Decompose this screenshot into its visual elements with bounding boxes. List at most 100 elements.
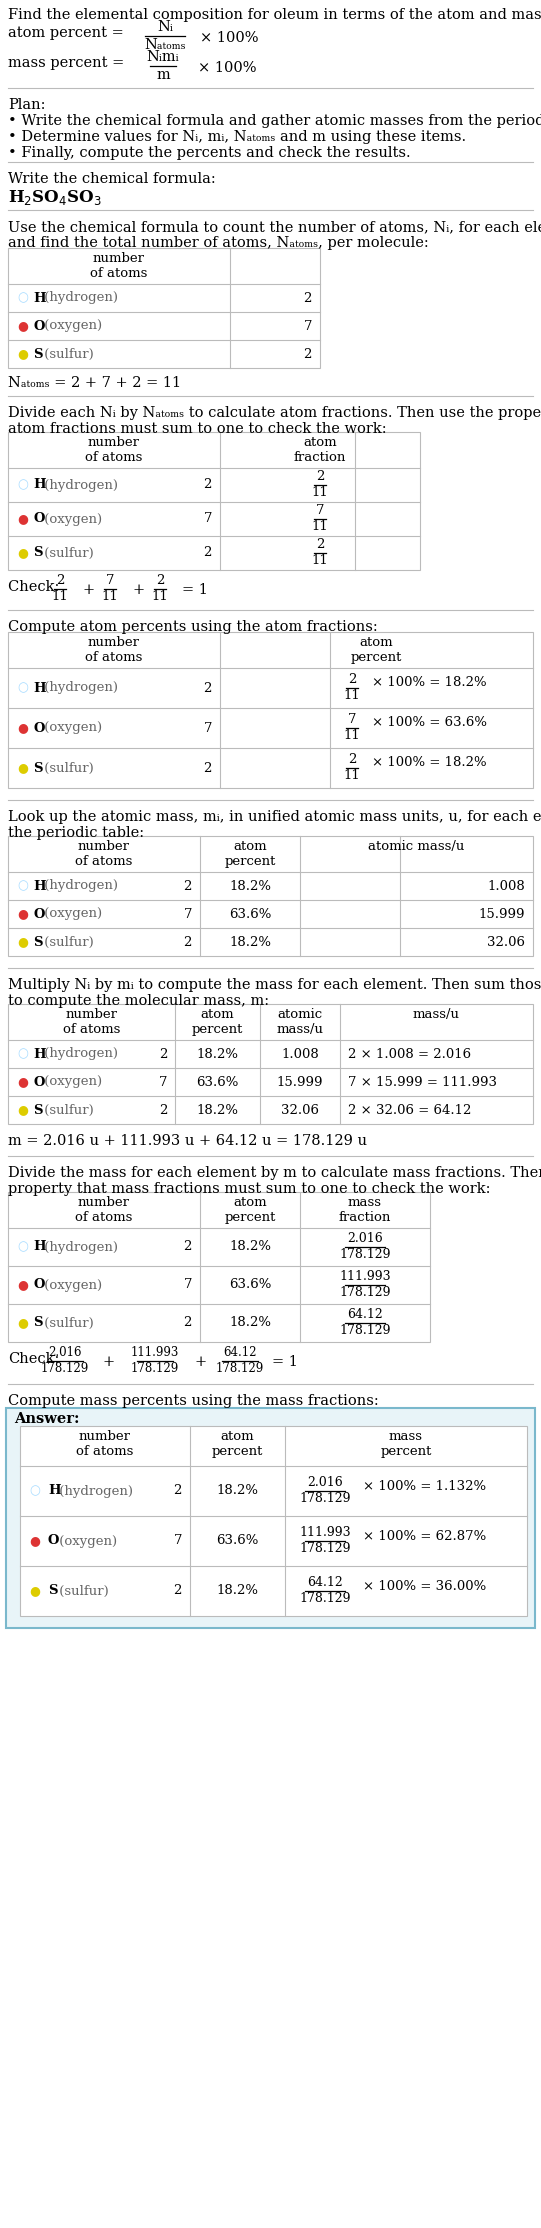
Text: (hydrogen): (hydrogen)	[39, 682, 117, 695]
Text: S: S	[33, 1103, 43, 1116]
Text: H: H	[33, 682, 45, 695]
Text: 18.2%: 18.2%	[216, 1584, 259, 1597]
Text: S: S	[33, 1317, 43, 1330]
Text: 18.2%: 18.2%	[229, 1317, 271, 1330]
Text: atom
percent: atom percent	[225, 1196, 276, 1223]
Text: O: O	[33, 1279, 44, 1292]
Text: Divide each Nᵢ by Nₐₜₒₘₛ to calculate atom fractions. Then use the property that: Divide each Nᵢ by Nₐₜₒₘₛ to calculate at…	[8, 405, 541, 421]
Text: × 100% = 63.6%: × 100% = 63.6%	[372, 717, 487, 729]
Text: ●: ●	[17, 1076, 29, 1089]
Text: O: O	[33, 907, 44, 920]
Text: (sulfur): (sulfur)	[55, 1584, 108, 1597]
Text: 2: 2	[183, 1317, 192, 1330]
Text: ●: ●	[30, 1584, 41, 1597]
Text: ●: ●	[17, 319, 29, 332]
Text: 7: 7	[183, 1279, 192, 1292]
Text: 63.6%: 63.6%	[216, 1535, 259, 1548]
Text: number
of atoms: number of atoms	[75, 840, 133, 869]
Text: H: H	[33, 880, 45, 893]
Text: ●: ●	[17, 512, 29, 526]
Text: 2: 2	[56, 575, 64, 586]
Text: 178.129: 178.129	[299, 1493, 351, 1506]
Text: ●: ●	[17, 762, 29, 775]
Text: 7: 7	[174, 1535, 182, 1548]
Text: 2: 2	[156, 575, 164, 586]
Text: 11: 11	[312, 555, 328, 568]
Text: (oxygen): (oxygen)	[39, 1076, 102, 1089]
Text: ●: ●	[30, 1535, 41, 1548]
Text: 7: 7	[316, 504, 324, 517]
Text: ●: ●	[17, 348, 29, 361]
Text: number
of atoms: number of atoms	[63, 1007, 120, 1036]
Bar	[6, 1408, 535, 1629]
Text: atom
percent: atom percent	[225, 840, 276, 869]
Text: +: +	[132, 584, 144, 597]
Bar	[8, 432, 420, 570]
Text: 111.993: 111.993	[299, 1526, 351, 1540]
Text: S: S	[33, 348, 43, 361]
Text: 7: 7	[304, 319, 312, 332]
Text: × 100% = 18.2%: × 100% = 18.2%	[372, 758, 486, 769]
Text: 11: 11	[102, 590, 118, 604]
Text: 2: 2	[348, 673, 356, 686]
Text: 63.6%: 63.6%	[229, 907, 271, 920]
Text: 7: 7	[203, 512, 212, 526]
Text: S: S	[48, 1584, 57, 1597]
Text: +: +	[195, 1355, 207, 1368]
Text: 2: 2	[183, 880, 192, 893]
Text: O: O	[48, 1535, 60, 1548]
Text: 1.008: 1.008	[487, 880, 525, 893]
Text: 2: 2	[174, 1584, 182, 1597]
Text: (hydrogen): (hydrogen)	[39, 292, 117, 305]
Text: Find the elemental composition for oleum in terms of the atom and mass percents:: Find the elemental composition for oleum…	[8, 9, 541, 22]
Text: (sulfur): (sulfur)	[39, 936, 94, 949]
Text: Divide the mass for each element by m to calculate mass fractions. Then use the: Divide the mass for each element by m to…	[8, 1165, 541, 1181]
Text: H$_2$SO$_4$SO$_3$: H$_2$SO$_4$SO$_3$	[8, 187, 102, 207]
Text: ○: ○	[17, 880, 29, 893]
Text: 11: 11	[344, 769, 360, 782]
Text: (hydrogen): (hydrogen)	[39, 1241, 117, 1254]
Text: 2: 2	[203, 479, 212, 492]
Text: Nᵢmᵢ: Nᵢmᵢ	[147, 49, 179, 65]
Text: × 100%: × 100%	[200, 31, 259, 45]
Bar	[8, 633, 533, 789]
Text: 18.2%: 18.2%	[229, 1241, 271, 1254]
Text: property that mass fractions must sum to one to check the work:: property that mass fractions must sum to…	[8, 1183, 491, 1196]
Text: 2: 2	[183, 1241, 192, 1254]
Text: ●: ●	[17, 1103, 29, 1116]
Text: = 1: = 1	[182, 584, 208, 597]
Text: × 100%: × 100%	[198, 60, 256, 76]
Text: Compute mass percents using the mass fractions:: Compute mass percents using the mass fra…	[8, 1395, 379, 1408]
Text: +: +	[103, 1355, 115, 1368]
Text: Check:: Check:	[8, 579, 69, 595]
Text: 64.12: 64.12	[307, 1575, 343, 1589]
Text: H: H	[33, 292, 45, 305]
Text: Nₐₜₒₘₛ = 2 + 7 + 2 = 11: Nₐₜₒₘₛ = 2 + 7 + 2 = 11	[8, 377, 181, 390]
Text: 2 × 1.008 = 2.016: 2 × 1.008 = 2.016	[348, 1047, 471, 1061]
Text: O: O	[33, 319, 44, 332]
Text: (oxygen): (oxygen)	[39, 907, 102, 920]
Text: 18.2%: 18.2%	[229, 880, 271, 893]
Text: (hydrogen): (hydrogen)	[55, 1484, 133, 1497]
Text: number
of atoms: number of atoms	[90, 252, 148, 281]
Text: 64.12: 64.12	[347, 1308, 383, 1321]
Text: × 100% = 62.87%: × 100% = 62.87%	[363, 1528, 486, 1542]
Text: number
of atoms: number of atoms	[85, 437, 143, 463]
Text: (oxygen): (oxygen)	[39, 512, 102, 526]
Bar	[8, 1192, 430, 1341]
Text: Nᵢ: Nᵢ	[157, 20, 173, 33]
Text: (sulfur): (sulfur)	[39, 762, 94, 775]
Text: 2: 2	[316, 470, 324, 483]
Text: 63.6%: 63.6%	[196, 1076, 239, 1089]
Text: 178.129: 178.129	[131, 1361, 179, 1375]
Text: 1.008: 1.008	[281, 1047, 319, 1061]
Text: ○: ○	[30, 1484, 41, 1497]
Text: 2: 2	[304, 348, 312, 361]
Text: 18.2%: 18.2%	[196, 1047, 239, 1061]
Text: 15.999: 15.999	[478, 907, 525, 920]
Text: (oxygen): (oxygen)	[55, 1535, 117, 1548]
Text: (hydrogen): (hydrogen)	[39, 479, 117, 492]
Text: number
of atoms: number of atoms	[76, 1430, 134, 1457]
Text: number
of atoms: number of atoms	[85, 635, 143, 664]
Text: 2: 2	[348, 753, 356, 766]
